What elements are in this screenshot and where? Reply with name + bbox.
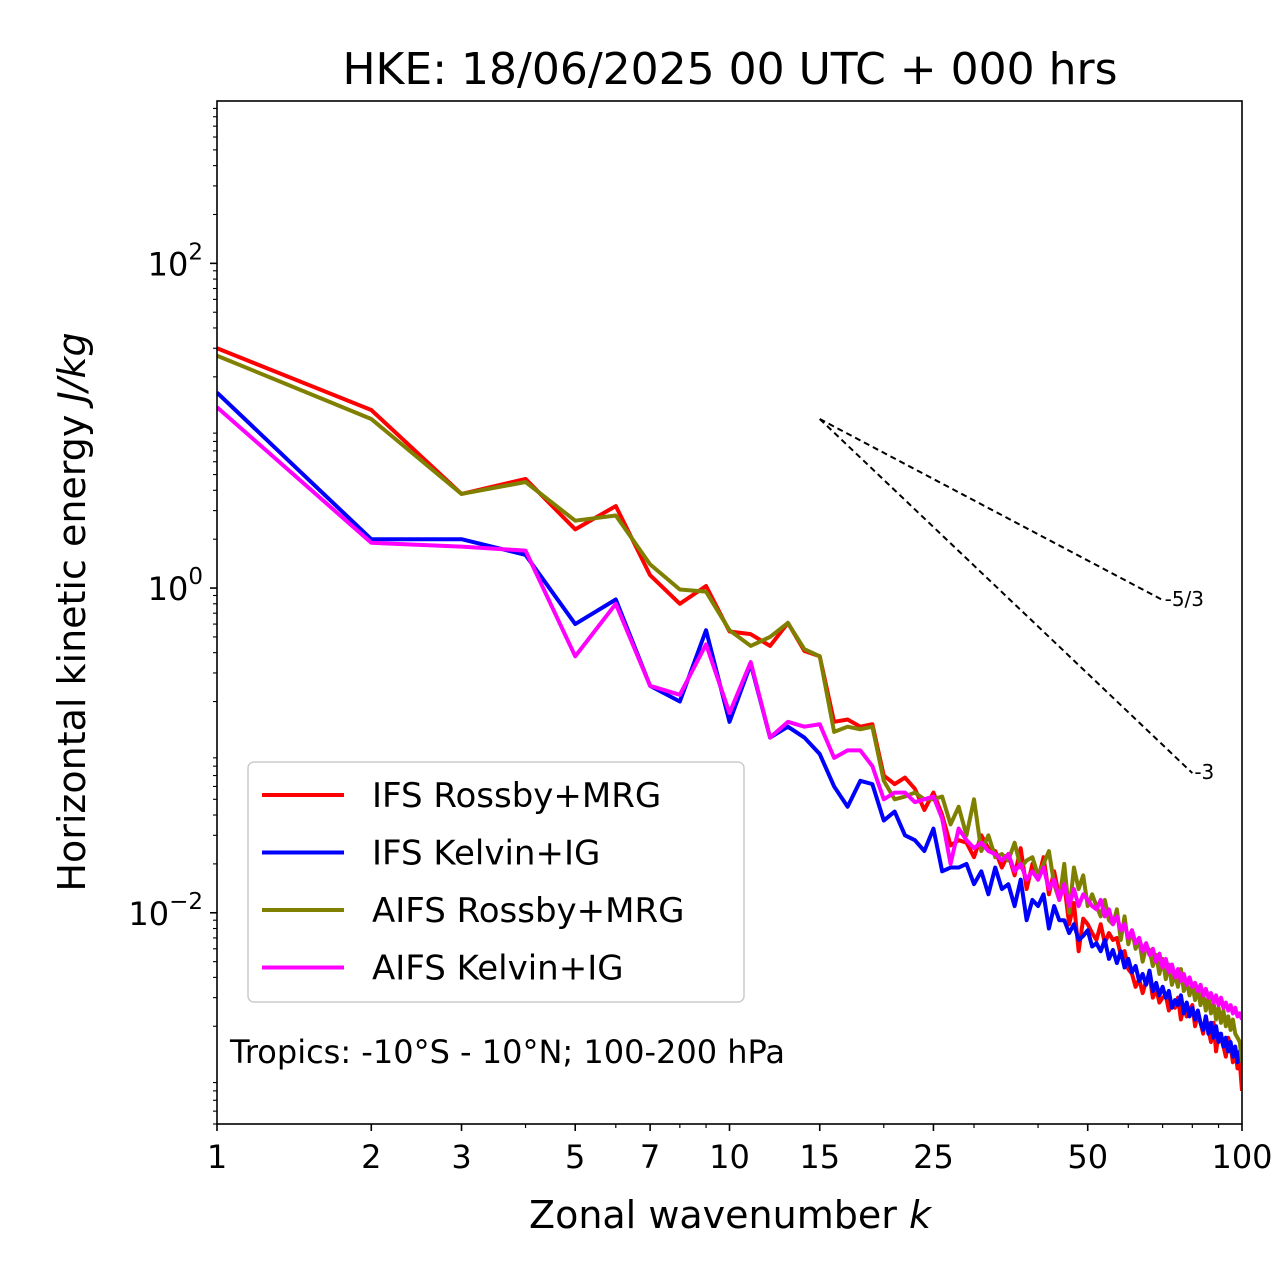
x-tick-label: 2 [361,1138,381,1176]
y-tick-label: 100 [148,564,203,608]
x-tick-label: 15 [799,1138,840,1176]
y-axis-label: Horizontal kinetic energy J/kg [50,332,94,891]
legend-items: IFS Rossby+MRG IFS Kelvin+IG AIFS Rossby+M… [262,776,684,989]
y-tick-label: 10−2 [128,889,203,933]
reference-slope-line [819,418,1194,774]
x-tick-label: 7 [640,1138,660,1176]
legend-label-aifs-kelvin-ig: AIFS Kelvin+IG [372,949,624,989]
reference-slope-label: -5/3 [1165,587,1204,611]
y-axis-ticks: 102 100 10−2 [128,239,217,933]
reference-slopes: -5/3 -3 [819,418,1214,784]
legend-label-ifs-rossby-mrg: IFS Rossby+MRG [372,776,661,816]
legend: IFS Rossby+MRG IFS Kelvin+IG AIFS Rossby+M… [247,761,745,1003]
plot-area [217,346,1242,1092]
x-tick-label: 5 [565,1138,585,1176]
x-tick-label: 1 [207,1138,227,1176]
x-tick-label: 10 [709,1138,750,1176]
series-line-ifs-kelvin-ig [217,391,1242,1065]
series-lines [217,346,1242,1092]
legend-label-aifs-rossby-mrg: AIFS Rossby+MRG [372,891,684,931]
x-tick-label: 25 [913,1138,954,1176]
chart-title: HKE: 18/06/2025 00 UTC + 000 hrs [342,44,1117,95]
legend-box [247,761,745,1003]
reference-slope-label: -3 [1194,760,1214,784]
series-line-aifs-kelvin-ig [217,405,1242,1021]
reference-slope-line [819,418,1164,601]
region-annotation: Tropics: -10°S - 10°N; 100-200 hPa [229,1033,785,1071]
legend-label-ifs-kelvin-ig: IFS Kelvin+IG [372,834,600,874]
y-tick-label: 102 [148,239,203,283]
x-axis-label: Zonal wavenumber k [529,1193,933,1237]
x-tick-label: 3 [451,1138,471,1176]
plot-frame [216,100,1243,1125]
x-tick-label: 100 [1211,1138,1272,1176]
x-tick-label: 50 [1067,1138,1108,1176]
x-axis-ticks: 1 2 3 5 7 10 15 25 50 100 [207,1124,1273,1176]
